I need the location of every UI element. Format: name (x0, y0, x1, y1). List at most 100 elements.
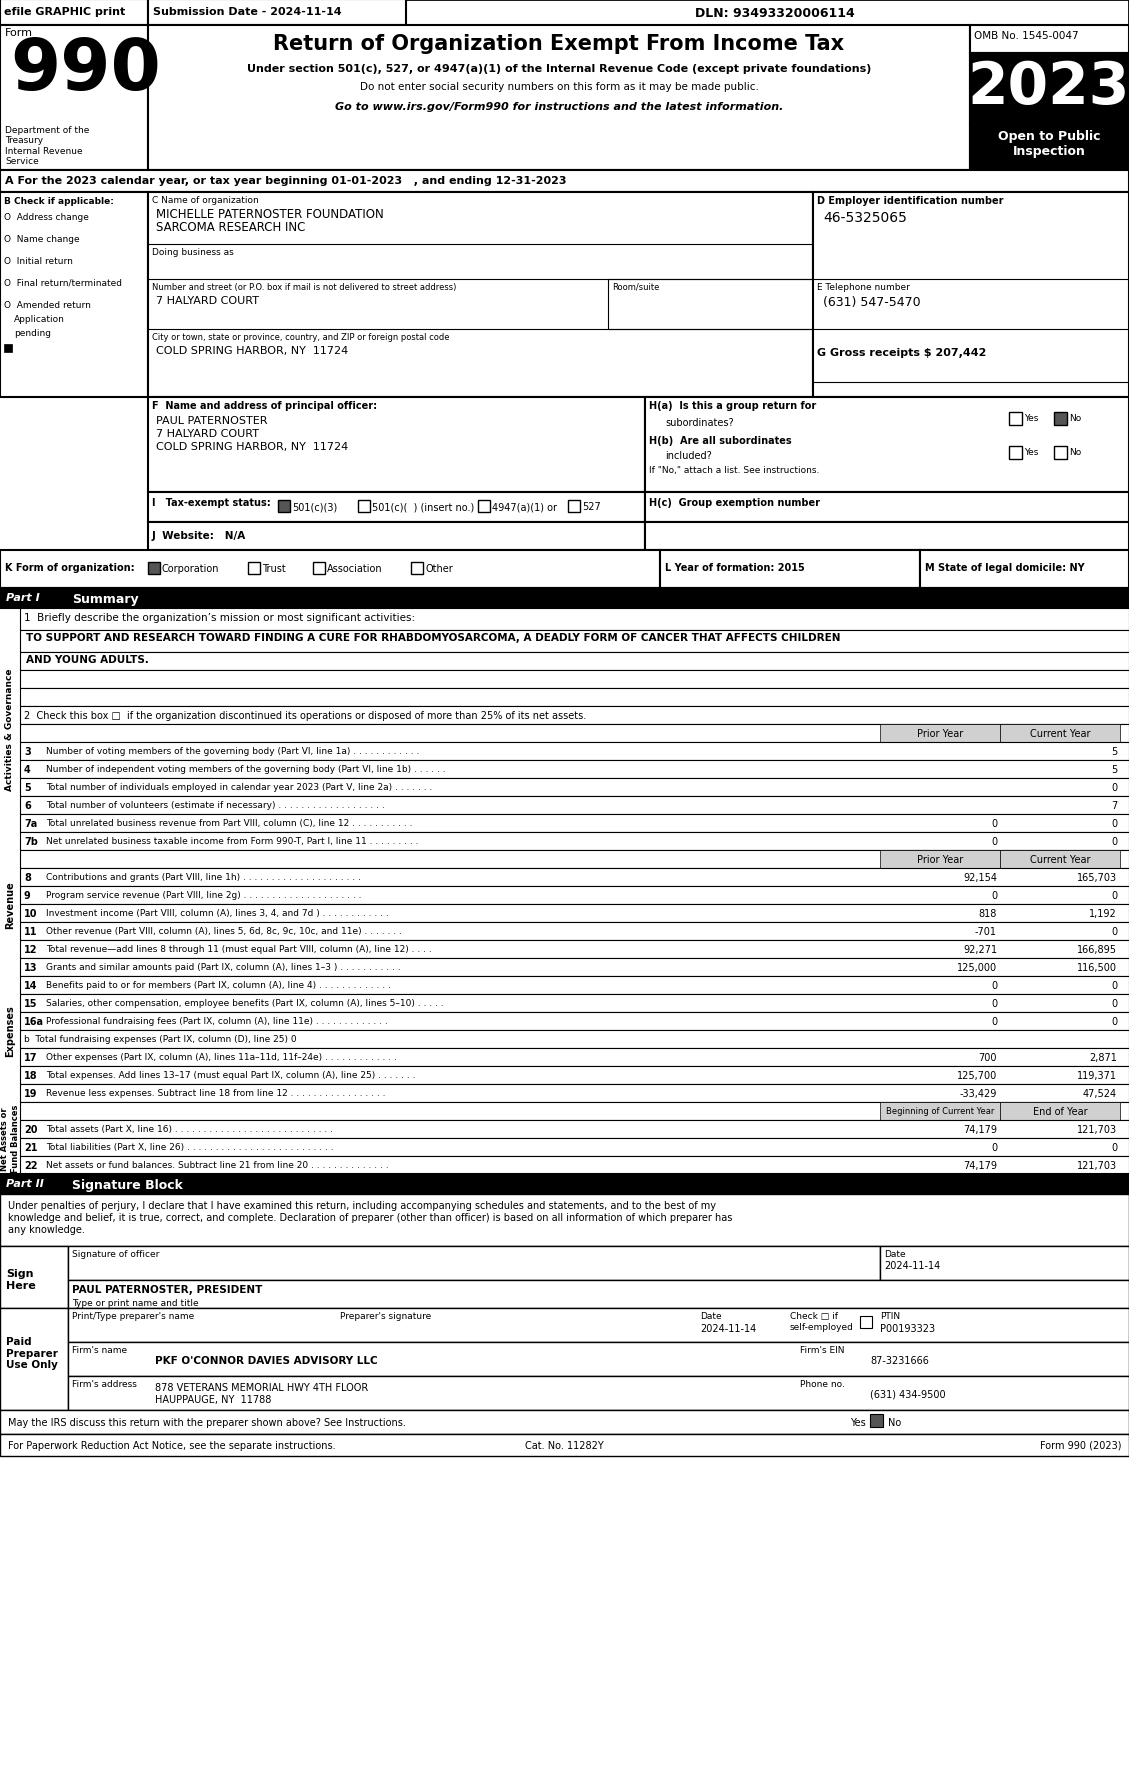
Text: Other: Other (425, 563, 453, 574)
Bar (0, 1174, 1129, 1194)
Text: Preparer's signature: Preparer's signature (340, 1312, 431, 1320)
Text: Net Assets or
Fund Balances: Net Assets or Fund Balances (0, 1105, 19, 1173)
Bar (20, 905, 1129, 923)
Text: TO SUPPORT AND RESEARCH TOWARD FINDING A CURE FOR RHABDOMYOSARCOMA, A DEADLY FOR: TO SUPPORT AND RESEARCH TOWARD FINDING A… (26, 633, 840, 643)
Text: Contributions and grants (Part VIII, line 1h) . . . . . . . . . . . . . . . . . : Contributions and grants (Part VIII, lin… (46, 873, 361, 882)
Text: 0: 0 (991, 998, 997, 1009)
Bar (1054, 447, 1067, 460)
Text: Go to www.irs.gov/Form990 for instructions and the latest information.: Go to www.irs.gov/Form990 for instructio… (335, 102, 784, 112)
Bar (1000, 850, 1120, 868)
Text: 119,371: 119,371 (1077, 1071, 1117, 1080)
Bar (20, 609, 1129, 631)
Text: Current Year: Current Year (1030, 855, 1091, 864)
Bar (20, 1139, 1129, 1157)
Text: DLN: 93493320006114: DLN: 93493320006114 (695, 7, 855, 20)
Text: Other expenses (Part IX, column (A), lines 11a–11d, 11f–24e) . . . . . . . . . .: Other expenses (Part IX, column (A), lin… (46, 1053, 397, 1062)
Text: Paid
Preparer
Use Only: Paid Preparer Use Only (6, 1336, 58, 1369)
Text: 7 HALYARD COURT: 7 HALYARD COURT (156, 296, 259, 307)
Text: 20: 20 (24, 1124, 37, 1135)
Bar (645, 494, 1129, 522)
Bar (411, 563, 423, 574)
Bar (20, 707, 1129, 725)
Text: 7a: 7a (24, 818, 37, 829)
Text: 0: 0 (1111, 782, 1117, 793)
Text: 878 VETERANS MEMORIAL HWY 4TH FLOOR: 878 VETERANS MEMORIAL HWY 4TH FLOOR (155, 1383, 368, 1392)
Text: Part II: Part II (6, 1178, 44, 1189)
Text: H(a)  Is this a group return for: H(a) Is this a group return for (649, 401, 816, 412)
Text: Department of the
Treasury
Internal Revenue
Service: Department of the Treasury Internal Reve… (5, 127, 89, 166)
Text: Part I: Part I (6, 593, 40, 602)
Text: 0: 0 (1111, 891, 1117, 900)
Text: 2023: 2023 (968, 59, 1129, 116)
Text: 18: 18 (24, 1071, 37, 1080)
Text: Application: Application (14, 315, 64, 324)
Text: Form 990 (2023): Form 990 (2023) (1040, 1440, 1121, 1451)
Text: City or town, state or province, country, and ZIP or foreign postal code: City or town, state or province, country… (152, 333, 449, 342)
Text: Firm's address: Firm's address (72, 1379, 137, 1388)
Text: 0: 0 (991, 891, 997, 900)
Text: Submission Date - 2024-11-14: Submission Date - 2024-11-14 (154, 7, 342, 18)
Text: 116,500: 116,500 (1077, 962, 1117, 973)
Text: Under penalties of perjury, I declare that I have examined this return, includin: Under penalties of perjury, I declare th… (8, 1201, 716, 1210)
Text: 9: 9 (24, 891, 30, 900)
Text: 990: 990 (10, 36, 160, 105)
Bar (20, 977, 1129, 994)
Text: Firm's EIN: Firm's EIN (800, 1345, 844, 1354)
Text: 15: 15 (24, 998, 37, 1009)
Text: Room/suite: Room/suite (612, 283, 659, 292)
Text: Yes: Yes (1024, 447, 1039, 456)
Text: MICHELLE PATERNOSTER FOUNDATION: MICHELLE PATERNOSTER FOUNDATION (156, 208, 384, 221)
Text: 3: 3 (24, 747, 30, 757)
Text: Total number of individuals employed in calendar year 2023 (Part V, line 2a) . .: Total number of individuals employed in … (46, 782, 432, 791)
Text: 74,179: 74,179 (963, 1160, 997, 1171)
Text: 8: 8 (24, 873, 30, 882)
Text: Revenue: Revenue (5, 880, 15, 928)
Text: 21: 21 (24, 1142, 37, 1153)
Text: 0: 0 (991, 1142, 997, 1153)
Text: Prior Year: Prior Year (917, 855, 963, 864)
Text: Form: Form (5, 29, 33, 37)
Bar (20, 797, 1129, 814)
Text: 121,703: 121,703 (1077, 1124, 1117, 1135)
Bar (20, 1103, 1129, 1121)
Text: Under section 501(c), 527, or 4947(a)(1) of the Internal Revenue Code (except pr: Under section 501(c), 527, or 4947(a)(1)… (247, 64, 872, 75)
Text: OMB No. 1545-0047: OMB No. 1545-0047 (974, 30, 1078, 41)
Text: O  Amended return: O Amended return (5, 301, 90, 310)
Text: Summary: Summary (72, 593, 139, 606)
Bar (20, 1157, 1129, 1174)
Text: 17: 17 (24, 1053, 37, 1062)
Text: Investment income (Part VIII, column (A), lines 3, 4, and 7d ) . . . . . . . . .: Investment income (Part VIII, column (A)… (46, 909, 388, 918)
Text: Association: Association (327, 563, 383, 574)
Text: Net assets or fund balances. Subtract line 21 from line 20 . . . . . . . . . . .: Net assets or fund balances. Subtract li… (46, 1160, 388, 1169)
Bar (20, 850, 1129, 868)
Text: 0: 0 (991, 836, 997, 846)
Bar (20, 1030, 1129, 1048)
Text: Total revenue—add lines 8 through 11 (must equal Part VIII, column (A), line 12): Total revenue—add lines 8 through 11 (mu… (46, 944, 431, 953)
Text: Other revenue (Part VIII, column (A), lines 5, 6d, 8c, 9c, 10c, and 11e) . . . .: Other revenue (Part VIII, column (A), li… (46, 927, 402, 936)
Bar (0, 27, 148, 171)
Bar (148, 397, 645, 494)
Text: 0: 0 (991, 818, 997, 829)
Text: K Form of organization:: K Form of organization: (5, 563, 134, 572)
Text: 2,871: 2,871 (1089, 1053, 1117, 1062)
Text: 700: 700 (979, 1053, 997, 1062)
Text: Total assets (Part X, line 16) . . . . . . . . . . . . . . . . . . . . . . . . .: Total assets (Part X, line 16) . . . . .… (46, 1124, 333, 1133)
Text: Yes: Yes (850, 1417, 866, 1427)
Bar (20, 814, 1129, 832)
Bar (20, 1012, 1129, 1030)
Text: 0: 0 (1111, 836, 1117, 846)
Text: PAUL PATERNOSTER, PRESIDENT: PAUL PATERNOSTER, PRESIDENT (72, 1285, 262, 1294)
Text: Firm's name: Firm's name (72, 1345, 128, 1354)
Text: Professional fundraising fees (Part IX, column (A), line 11e) . . . . . . . . . : Professional fundraising fees (Part IX, … (46, 1016, 387, 1025)
Text: Signature Block: Signature Block (72, 1178, 183, 1192)
Text: Return of Organization Exempt From Income Tax: Return of Organization Exempt From Incom… (273, 34, 844, 53)
Text: Check □ if: Check □ if (790, 1312, 838, 1320)
Text: 0: 0 (1111, 818, 1117, 829)
Text: 1  Briefly describe the organization’s mission or most significant activities:: 1 Briefly describe the organization’s mi… (24, 613, 415, 622)
Text: PKF O'CONNOR DAVIES ADVISORY LLC: PKF O'CONNOR DAVIES ADVISORY LLC (155, 1356, 377, 1365)
Text: L Year of formation: 2015: L Year of formation: 2015 (665, 563, 805, 572)
Bar (20, 688, 1129, 707)
Text: b  Total fundraising expenses (Part IX, column (D), line 25) 0: b Total fundraising expenses (Part IX, c… (24, 1034, 297, 1044)
Text: M State of legal domicile: NY: M State of legal domicile: NY (925, 563, 1085, 572)
Bar (5, 344, 12, 353)
